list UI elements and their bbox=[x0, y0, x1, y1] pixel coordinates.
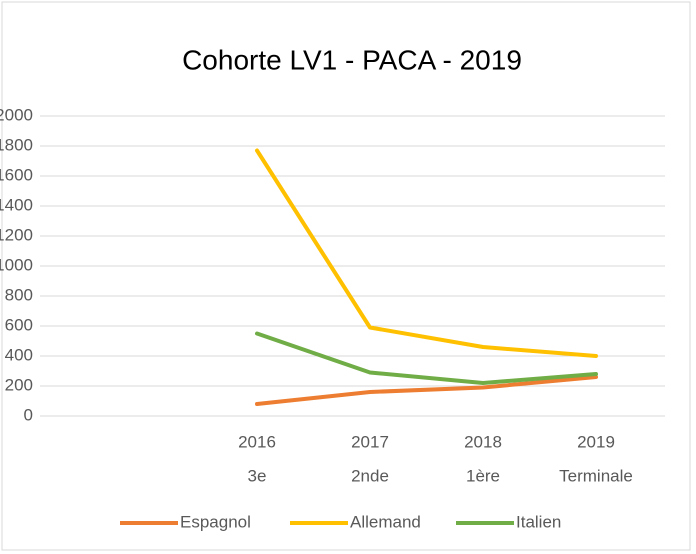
y-tick-label: 400 bbox=[5, 345, 33, 364]
legend-label: Espagnol bbox=[180, 512, 251, 531]
y-tick-label: 1000 bbox=[0, 255, 33, 274]
x-tick-label: 2018 bbox=[464, 432, 502, 451]
series-line bbox=[255, 148, 598, 358]
x-tick-label: 2017 bbox=[351, 432, 389, 451]
x-tick-label: 2016 bbox=[238, 432, 276, 451]
y-tick-label: 0 bbox=[24, 405, 33, 424]
y-tick-label: 1800 bbox=[0, 135, 33, 154]
x-tick-label: 3e bbox=[248, 466, 267, 485]
y-tick-label: 1200 bbox=[0, 225, 33, 244]
y-tick-label: 1400 bbox=[0, 195, 33, 214]
y-tick-label: 200 bbox=[5, 375, 33, 394]
x-tick-label: 2nde bbox=[351, 466, 389, 485]
y-tick-label: 1600 bbox=[0, 165, 33, 184]
x-tick-label: 1ère bbox=[466, 466, 500, 485]
x-tick-label: 2019 bbox=[577, 432, 615, 451]
x-tick-label: Terminale bbox=[559, 466, 633, 485]
chart-title: Cohorte LV1 - PACA - 2019 bbox=[182, 44, 522, 75]
y-tick-label: 600 bbox=[5, 315, 33, 334]
series-line bbox=[255, 331, 598, 385]
y-tick-label: 800 bbox=[5, 285, 33, 304]
legend-label: Allemand bbox=[350, 512, 421, 531]
legend-label: Italien bbox=[516, 512, 561, 531]
series-line bbox=[255, 375, 598, 406]
y-tick-label: 2000 bbox=[0, 105, 33, 124]
